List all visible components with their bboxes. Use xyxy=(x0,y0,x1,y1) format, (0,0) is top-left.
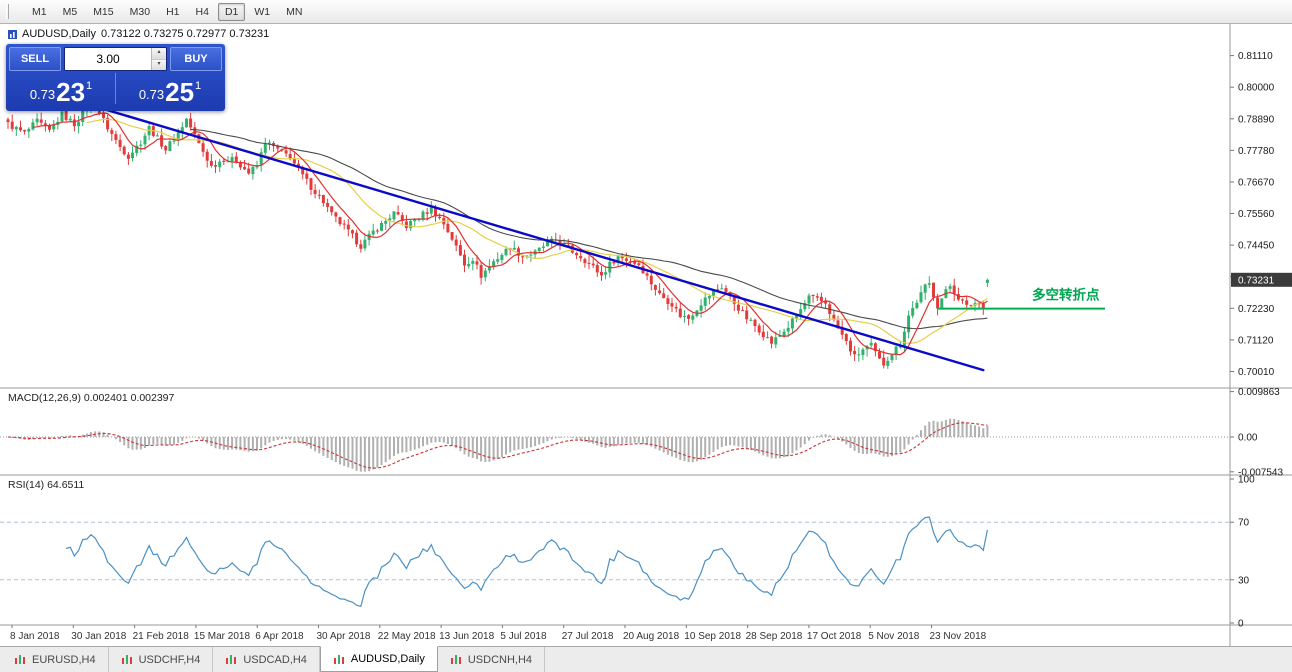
svg-text:15 Mar 2018: 15 Mar 2018 xyxy=(194,631,251,642)
sell-button[interactable]: SELL xyxy=(9,47,61,71)
timeframe-button-m5[interactable]: M5 xyxy=(62,5,78,18)
sell-price-pipette: 1 xyxy=(86,80,93,92)
svg-text:13 Jun 2018: 13 Jun 2018 xyxy=(439,631,494,642)
buy-price-pipette: 1 xyxy=(195,80,202,92)
svg-text:100: 100 xyxy=(1238,475,1255,486)
svg-text:0.77780: 0.77780 xyxy=(1238,146,1275,157)
symbol-icon xyxy=(8,29,17,39)
chart-header: AUDUSD,Daily 0.73122 0.73275 0.72977 0.7… xyxy=(8,28,269,40)
svg-text:22 May 2018: 22 May 2018 xyxy=(378,631,436,642)
macd-axis: 0.009863 0.00 -0.007543 xyxy=(1230,387,1283,478)
ma-mid-line xyxy=(86,118,988,344)
svg-text:-0.007543: -0.007543 xyxy=(1238,467,1283,478)
sell-price-main: 0.73 xyxy=(29,87,56,102)
price-axis[interactable]: 0.81110 0.80000 0.78890 0.77780 0.76670 0.755… xyxy=(1230,51,1292,378)
chart-tab-usdcnh-h4[interactable]: USDCNH,H4 xyxy=(438,647,546,672)
sell-price-pips: 23 xyxy=(56,77,86,107)
mini-chart-icon xyxy=(226,655,237,664)
svg-text:20 Aug 2018: 20 Aug 2018 xyxy=(623,631,680,642)
buy-price-main: 0.73 xyxy=(138,87,165,102)
svg-text:21 Feb 2018: 21 Feb 2018 xyxy=(133,631,190,642)
toolbar-grip[interactable] xyxy=(6,4,9,19)
ohlc-values: 0.73122 0.73275 0.72977 0.73231 xyxy=(100,28,270,40)
descending-trendline[interactable] xyxy=(93,105,985,372)
svg-text:0.75560: 0.75560 xyxy=(1238,209,1275,220)
svg-text:10 Sep 2018: 10 Sep 2018 xyxy=(684,631,741,642)
svg-text:0.009863: 0.009863 xyxy=(1238,387,1280,398)
svg-text:27 Jul 2018: 27 Jul 2018 xyxy=(562,631,614,642)
timeframe-button-m30[interactable]: M30 xyxy=(129,5,151,18)
macd-panel xyxy=(0,418,1230,472)
svg-text:0.70010: 0.70010 xyxy=(1238,367,1275,378)
timeframe-button-d1[interactable]: D1 xyxy=(217,2,246,21)
svg-text:0.73231: 0.73231 xyxy=(1238,275,1275,286)
timeframe-button-h4[interactable]: H4 xyxy=(195,5,209,18)
buy-price-display[interactable]: 0.73 25 1 xyxy=(118,71,222,108)
ma-fast-line xyxy=(32,112,988,356)
volume-input[interactable] xyxy=(65,48,151,70)
price-divider xyxy=(115,73,116,104)
svg-text:5 Nov 2018: 5 Nov 2018 xyxy=(868,631,920,642)
macd-label: MACD(12,26,9) 0.002401 0.002397 xyxy=(8,392,175,404)
chart-tab-usdcad-h4[interactable]: USDCAD,H4 xyxy=(213,647,320,672)
volume-decrease-button[interactable]: ▾ xyxy=(152,59,166,70)
svg-text:30 Jan 2018: 30 Jan 2018 xyxy=(71,631,126,642)
symbol-title: AUDUSD,Daily xyxy=(22,28,96,40)
chart-area[interactable]: 多空转折点 0.81110 0.80000 0.78890 0.77780 0.76670… xyxy=(0,24,1292,646)
svg-text:0.72230: 0.72230 xyxy=(1238,304,1275,315)
svg-text:8 Jan 2018: 8 Jan 2018 xyxy=(10,631,60,642)
chart-tab-eurusd-h4[interactable]: EURUSD,H4 xyxy=(2,647,109,672)
rsi-panel xyxy=(0,516,1230,608)
chart-tab-bar: EURUSD,H4 USDCHF,H4 USDCAD,H4 AUDUSD,Daily U… xyxy=(0,646,1292,672)
timeframe-button-h1[interactable]: H1 xyxy=(166,5,180,18)
current-price-badge xyxy=(1231,272,1292,287)
sell-price-display[interactable]: 0.73 23 1 xyxy=(9,71,113,108)
volume-increase-button[interactable]: ▴ xyxy=(152,48,166,60)
svg-text:0.00: 0.00 xyxy=(1238,433,1258,444)
rsi-line xyxy=(65,516,988,608)
mini-chart-icon xyxy=(121,655,132,664)
price-chart[interactable]: 多空转折点 0.81110 0.80000 0.78890 0.77780 0.76670… xyxy=(0,24,1292,646)
mini-chart-icon xyxy=(15,655,25,664)
svg-text:30: 30 xyxy=(1238,575,1250,586)
svg-text:70: 70 xyxy=(1238,518,1250,529)
svg-text:28 Sep 2018: 28 Sep 2018 xyxy=(746,631,803,642)
svg-text:6 Apr 2018: 6 Apr 2018 xyxy=(255,631,304,642)
svg-text:23 Nov 2018: 23 Nov 2018 xyxy=(930,631,987,642)
svg-text:0.74450: 0.74450 xyxy=(1238,241,1275,252)
chart-tab-audusd-daily[interactable]: AUDUSD,Daily xyxy=(319,646,438,672)
svg-text:0.80000: 0.80000 xyxy=(1238,83,1275,94)
buy-button[interactable]: BUY xyxy=(170,47,222,71)
buy-price-pips: 25 xyxy=(165,77,195,107)
annotation-text: 多空转折点 xyxy=(1032,287,1100,303)
svg-text:5 Jul 2018: 5 Jul 2018 xyxy=(500,631,547,642)
svg-text:0.76670: 0.76670 xyxy=(1238,178,1275,189)
chart-tab-usdchf-h4[interactable]: USDCHF,H4 xyxy=(109,647,214,672)
timeframe-button-w1[interactable]: W1 xyxy=(254,5,271,18)
timeframe-button-mn[interactable]: MN xyxy=(286,5,303,18)
timeframe-button-m15[interactable]: M15 xyxy=(93,5,114,18)
rsi-label: RSI(14) 64.6511 xyxy=(8,479,84,491)
macd-signal-line xyxy=(7,422,988,469)
svg-text:0: 0 xyxy=(1238,619,1244,630)
svg-text:17 Oct 2018: 17 Oct 2018 xyxy=(807,631,862,642)
date-axis[interactable]: 8 Jan 2018 30 Jan 2018 21 Feb 2018 15 Mar 2… xyxy=(10,625,987,642)
timeframe-toolbar: M1 M5 M15 M30 H1 H4 D1 W1 MN xyxy=(0,0,1292,24)
mini-chart-icon xyxy=(450,655,461,664)
svg-text:0.71120: 0.71120 xyxy=(1238,335,1274,346)
svg-text:30 Apr 2018: 30 Apr 2018 xyxy=(317,631,371,642)
svg-text:0.81110: 0.81110 xyxy=(1238,51,1273,62)
svg-text:0.78890: 0.78890 xyxy=(1238,114,1275,125)
timeframe-button-m1[interactable]: M1 xyxy=(32,5,47,18)
rsi-axis: 100 70 30 0 xyxy=(1230,475,1255,630)
mini-chart-icon xyxy=(333,654,344,664)
volume-stepper: ▴ ▾ xyxy=(64,47,167,71)
ma-slow-line xyxy=(190,128,988,330)
